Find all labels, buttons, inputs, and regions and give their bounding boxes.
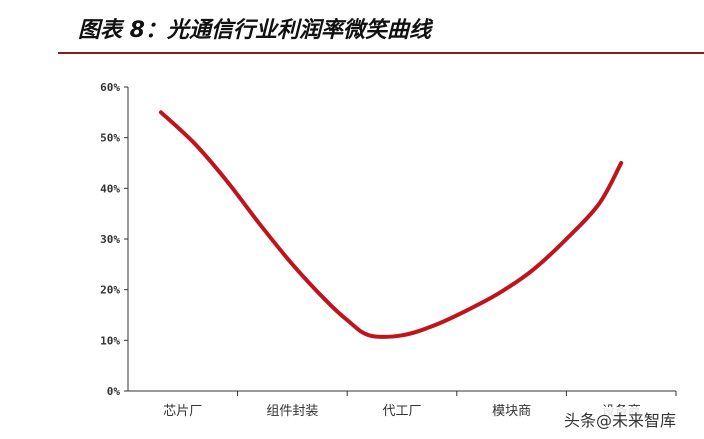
title-divider (58, 52, 704, 54)
x-category-label: 代工厂 (382, 404, 421, 419)
figure-header: 图表 8：光通信行业利润率微笑曲线 (0, 0, 704, 56)
y-tick-label: 0% (107, 385, 121, 398)
x-category-label: 芯片厂 (163, 404, 202, 419)
y-tick-label: 20% (100, 284, 120, 297)
page-title: 图表 8：光通信行业利润率微笑曲线 (78, 18, 431, 43)
y-tick-label: 50% (100, 132, 120, 145)
x-category-label: 模块商 (492, 404, 531, 419)
watermark: 头条@未来智库 (560, 407, 681, 431)
x-category-label: 组件封装 (266, 404, 318, 419)
y-tick-label: 40% (100, 182, 120, 195)
y-tick-label: 10% (100, 334, 120, 347)
y-tick-label: 60% (100, 81, 120, 94)
smile-curve-series-line (158, 110, 624, 339)
y-tick-label: 30% (100, 233, 120, 246)
